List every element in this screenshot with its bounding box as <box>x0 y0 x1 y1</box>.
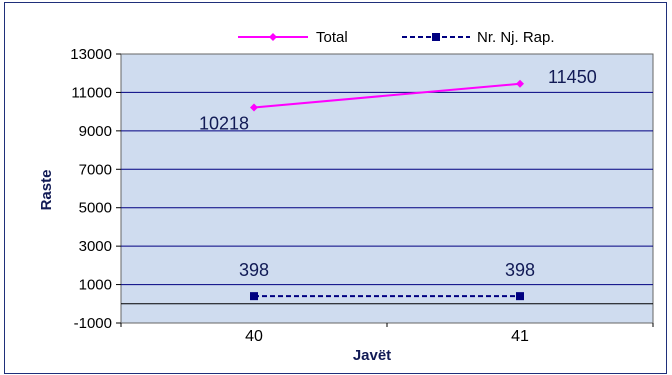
legend-total-label: Total <box>316 29 348 46</box>
y-tick-label: 5000 <box>79 200 112 217</box>
plot-area <box>120 53 654 324</box>
y-axis-title: Raste <box>38 170 55 211</box>
y-tick-label: 11000 <box>71 84 112 101</box>
legend-nrnjrap-label: Nr. Nj. Rap. <box>477 29 555 46</box>
data-label: 10218 <box>199 113 249 133</box>
series-layer <box>250 79 524 301</box>
x-tick-label: 41 <box>511 328 529 345</box>
legend: Total Nr. Nj. Rap. <box>238 29 555 46</box>
data-label: 11450 <box>548 67 597 87</box>
x-axis-ticks: 40 41 <box>120 323 654 345</box>
legend-total-marker <box>269 33 277 41</box>
y-tick-label: 7000 <box>79 161 112 178</box>
y-tick-label: 1000 <box>79 277 112 294</box>
y-tick-label: 9000 <box>79 123 112 140</box>
y-tick-label: -1000 <box>74 315 112 332</box>
gridlines <box>121 91 653 305</box>
data-point <box>516 292 524 301</box>
data-label: 398 <box>505 260 535 280</box>
data-label: 398 <box>239 260 269 280</box>
legend-nrnjrap-marker <box>432 33 440 41</box>
x-axis-title: Javët <box>353 347 391 364</box>
series-line-0 <box>253 82 521 109</box>
data-point <box>516 79 524 88</box>
x-tick-label: 40 <box>245 328 263 345</box>
data-labels: 10218 11450 398 398 <box>199 67 597 280</box>
y-tick-label: 13000 <box>70 46 112 63</box>
y-tick-label: 3000 <box>79 238 112 255</box>
data-point <box>250 292 258 301</box>
data-point <box>250 103 258 112</box>
y-axis-ticks: 13000 11000 9000 7000 5000 3000 1000 -1000 <box>70 46 121 332</box>
